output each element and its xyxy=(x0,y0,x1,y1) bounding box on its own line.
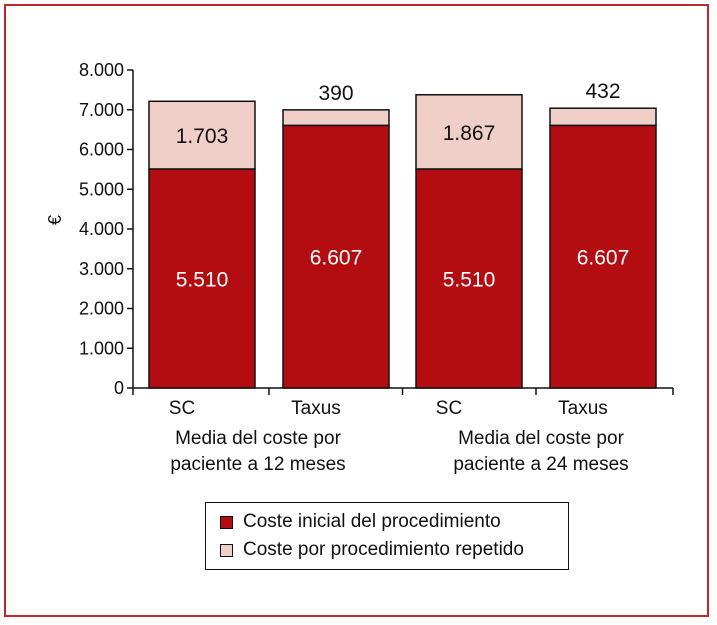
x-category-label: Taxus xyxy=(291,398,341,419)
y-axis-label: € xyxy=(45,215,65,225)
y-tick-label: 8.000 xyxy=(79,60,124,80)
stacked-bar-chart: 0 1.000 2.000 3.000 4.000 5.000 6.000 7.000 8.00… xyxy=(45,60,674,475)
y-tick-label: 7.000 xyxy=(79,100,124,120)
data-label-initial: 5.510 xyxy=(176,268,229,291)
bar-segment-initial xyxy=(415,168,523,389)
data-label-repeat: 390 xyxy=(318,82,353,105)
data-label-initial: 6.607 xyxy=(577,247,630,270)
axes: 0 1.000 2.000 3.000 4.000 5.000 6.000 7.000 8.00… xyxy=(45,60,674,475)
data-label-repeat: 1.703 xyxy=(176,125,229,148)
bar-segment-initial xyxy=(549,124,657,389)
bar-segment-repeat xyxy=(282,109,390,127)
x-category-label: SC xyxy=(436,398,462,419)
x-group-label-line2: paciente a 24 meses xyxy=(453,454,628,475)
bars xyxy=(148,94,657,389)
y-tick-label: 2.000 xyxy=(79,299,124,319)
x-category-label: Taxus xyxy=(558,398,608,419)
y-tick-label: 5.000 xyxy=(79,179,124,199)
data-label-repeat: 1.867 xyxy=(443,122,496,145)
data-label-initial: 6.607 xyxy=(310,247,363,270)
legend-label-initial: Coste inicial del procedimiento xyxy=(243,511,501,532)
data-label-repeat: 432 xyxy=(585,80,620,103)
legend-swatch-repeat xyxy=(220,543,233,557)
y-tick-label: 6.000 xyxy=(79,140,124,160)
bar-segment-repeat xyxy=(415,94,523,170)
y-tick-label: 4.000 xyxy=(79,219,124,239)
legend-item-initial: Coste inicial del procedimiento xyxy=(220,510,501,534)
bar-segment-repeat xyxy=(549,107,657,127)
legend-label-repeat: Coste por procedimiento repetido xyxy=(243,539,524,560)
legend-item-repeat: Coste por procedimiento repetido xyxy=(220,538,524,562)
data-labels: 5.510 1.703 6.607 390 5.510 1.867 6.607 432 xyxy=(176,80,630,291)
y-tick-label: 3.000 xyxy=(79,259,124,279)
data-label-initial: 5.510 xyxy=(443,268,496,291)
x-group-label-line1: Media del coste por xyxy=(458,428,624,449)
y-tick-label: 0 xyxy=(114,378,124,398)
y-tick-label: 1.000 xyxy=(79,338,124,358)
x-group-label-line1: Media del coste por xyxy=(175,428,341,449)
x-group-label-line2: paciente a 12 meses xyxy=(170,454,345,475)
legend-swatch-initial xyxy=(220,515,233,529)
x-category-label: SC xyxy=(169,398,195,419)
legend: Coste inicial del procedimiento Coste po… xyxy=(205,502,569,570)
bar-segment-repeat xyxy=(148,100,256,170)
bar-segment-initial xyxy=(148,168,256,389)
